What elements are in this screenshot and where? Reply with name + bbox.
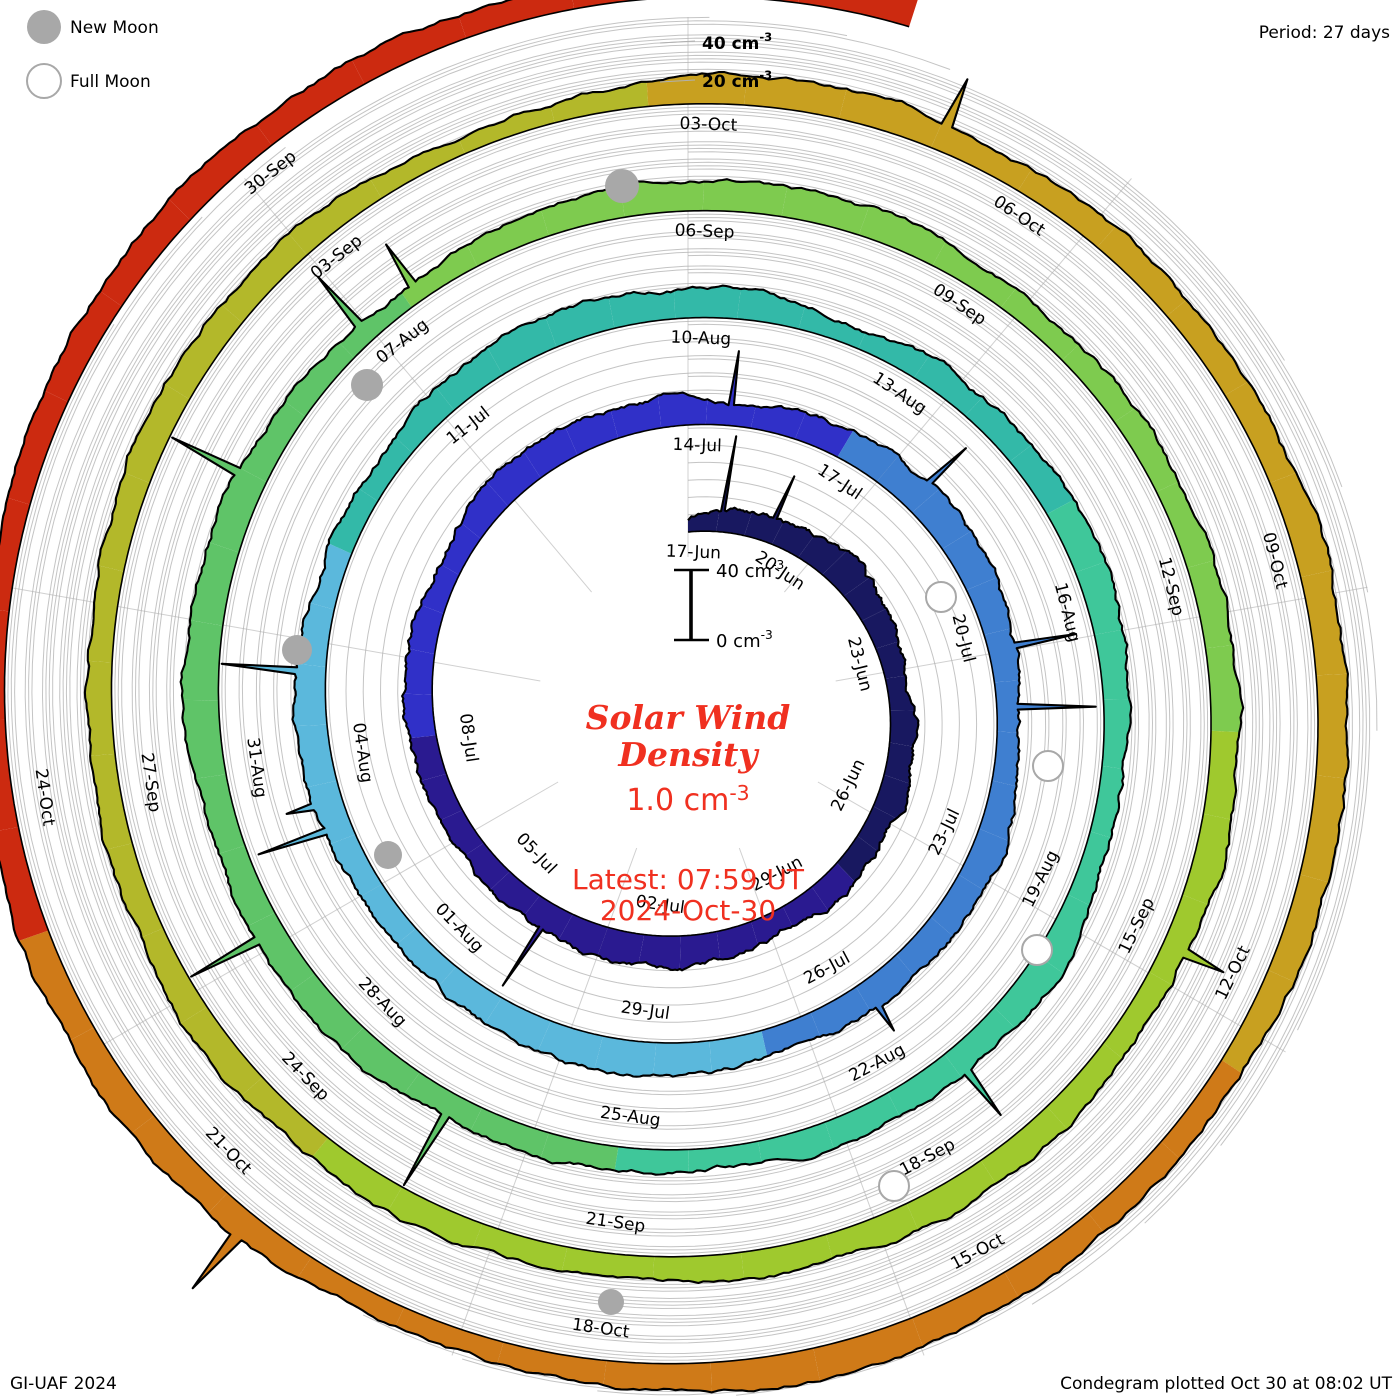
plotted-label: Condegram plotted Oct 30 at 08:02 UT [1060, 1374, 1393, 1394]
axis-tick-40: 40 cm-3 [702, 30, 772, 54]
density-spiral [0, 0, 1350, 1394]
date-label: 31-Aug [242, 736, 270, 799]
date-label: 28-Aug [354, 974, 410, 1031]
date-label: 25-Aug [599, 1103, 662, 1131]
moon-markers [282, 169, 1064, 1315]
new-moon-icon [27, 10, 61, 44]
chart-title-line2: Density [617, 735, 760, 774]
legend: New Moon Full Moon [26, 10, 159, 99]
date-label: 26-Jul [801, 948, 854, 989]
latest-time: Latest: 07:59 UT [572, 863, 805, 896]
date-label: 06-Sep [674, 221, 734, 243]
new-moon-icon [598, 1289, 624, 1315]
date-label: 05-Jul [512, 829, 561, 878]
legend-label-full-moon: Full Moon [70, 72, 151, 92]
latest-date: 2024-Oct-30 [600, 894, 776, 927]
date-label: 03-Oct [679, 114, 738, 136]
center-title-block: Solar Wind Density 1.0 cm-3 Latest: 07:5… [572, 698, 805, 927]
date-label: 17-Jun [665, 542, 721, 564]
date-label: 29-Jul [620, 998, 672, 1025]
full-moon-icon [878, 1170, 910, 1202]
date-label: 24-Oct [31, 767, 59, 827]
date-label: 08-Jul [455, 712, 482, 764]
new-moon-icon [351, 369, 383, 401]
center-scale-top: 40 cm-3 [716, 558, 784, 582]
period-label: Period: 27 days [1259, 23, 1390, 43]
date-label: 23-Jun [843, 635, 876, 693]
date-label: 14-Jul [672, 435, 722, 457]
date-label: 20-Jul [947, 612, 978, 665]
axis-tick-20: 20 cm-3 [702, 68, 772, 92]
date-label: 04-Aug [348, 721, 376, 784]
new-moon-icon [282, 635, 312, 665]
center-scale-bar: 40 cm-3 0 cm-3 [674, 558, 784, 652]
legend-label-new-moon: New Moon [70, 18, 159, 38]
date-label: 26-Jun [827, 756, 869, 814]
date-label: 27-Sep [136, 751, 164, 813]
center-scale-bottom: 0 cm-3 [716, 628, 773, 652]
new-moon-icon [374, 841, 402, 869]
current-value: 1.0 cm-3 [626, 781, 749, 818]
date-label: 19-Aug [1019, 847, 1064, 910]
top-axis-ticks: 40 cm-3 20 cm-3 [659, 30, 772, 92]
full-moon-icon [26, 63, 62, 99]
full-moon-icon [925, 581, 957, 613]
date-label: 23-Jul [925, 806, 965, 859]
credit-label: GI-UAF 2024 [10, 1374, 117, 1394]
full-moon-icon [1032, 750, 1064, 782]
full-moon-icon [1021, 934, 1053, 966]
date-label: 01-Aug [431, 899, 487, 956]
date-label: 10-Aug [670, 328, 731, 350]
date-label: 22-Aug [846, 1040, 909, 1086]
date-label: 18-Oct [571, 1315, 631, 1343]
chart-title-line1: Solar Wind [586, 698, 791, 737]
date-label: 21-Sep [584, 1209, 646, 1237]
new-moon-icon [605, 169, 639, 203]
